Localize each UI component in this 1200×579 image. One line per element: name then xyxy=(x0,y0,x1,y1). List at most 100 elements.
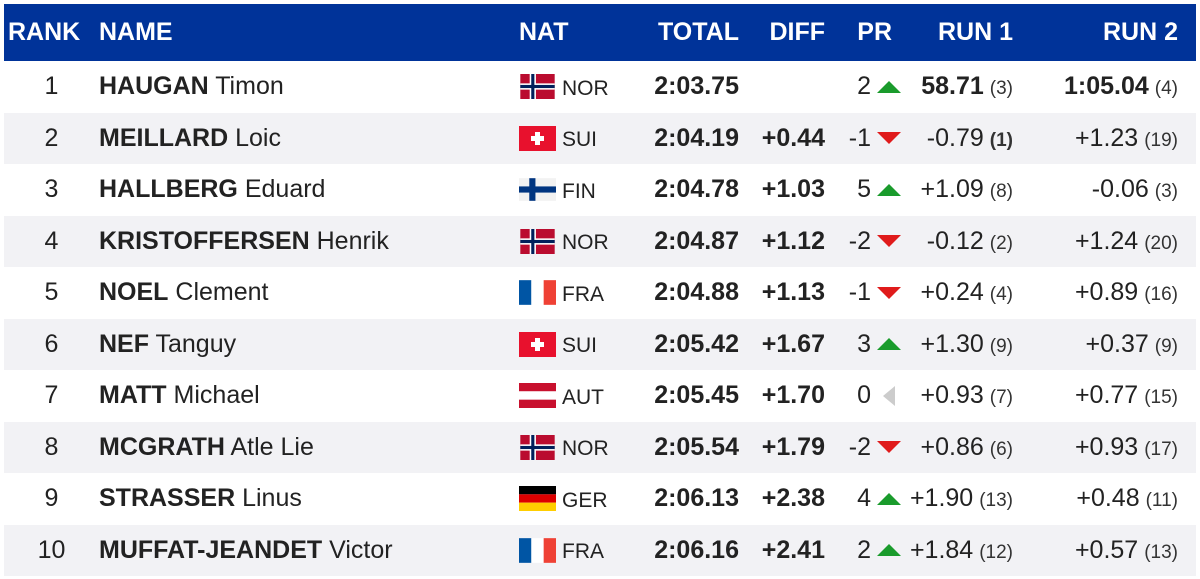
table-row[interactable]: 6 NEF Tanguy SUI 2:05.42 +1.67 3 +1.30 (9) +0.37… xyxy=(4,318,1196,370)
run1-rank: (13) xyxy=(979,490,1013,512)
name-cell[interactable]: NEF Tanguy xyxy=(99,330,519,359)
name-cell[interactable]: NOEL Clement xyxy=(99,278,519,307)
rank-cell: 3 xyxy=(44,175,59,204)
flag-fin-icon xyxy=(519,177,556,202)
nation-code: FIN xyxy=(562,179,596,203)
run1-cell: +0.93 (7) xyxy=(905,381,1017,410)
rank-cell: 8 xyxy=(44,432,59,461)
trend-up-icon xyxy=(877,80,901,93)
table-row[interactable]: 5 NOEL Clement FRA 2:04.88 +1.13 -1 +0.24 (4) +0… xyxy=(4,267,1196,319)
surname: KRISTOFFERSEN xyxy=(99,226,310,255)
header-pr[interactable]: PR xyxy=(857,18,892,46)
table-row[interactable]: 2 MEILLARD Loic SUI 2:04.19 +0.44 -1 -0.79 (1) +… xyxy=(4,112,1196,164)
nation-cell: SUI xyxy=(519,124,631,152)
surname: MEILLARD xyxy=(99,123,229,152)
flag-nor-icon xyxy=(519,74,556,100)
nation-cell: NOR xyxy=(519,433,631,461)
run2-rank: (11) xyxy=(1145,490,1178,512)
total-time: 2:03.75 xyxy=(654,72,739,101)
nation-cell: AUT xyxy=(519,382,631,410)
nation-cell: SUI xyxy=(519,330,631,358)
run1-cell: +1.09 (8) xyxy=(905,175,1017,204)
table-row[interactable]: 10 MUFFAT-JEANDET Victor FRA 2:06.16 +2.41 2 +… xyxy=(4,524,1196,576)
name-cell[interactable]: MCGRATH Atle Lie xyxy=(99,433,519,462)
position-change: 0 xyxy=(857,381,871,410)
run1-rank: (7) xyxy=(989,387,1013,409)
run2-rank: (16) xyxy=(1144,284,1178,306)
run1-rank: (12) xyxy=(979,541,1013,563)
nation-code: SUI xyxy=(562,128,598,152)
run2-rank: (9) xyxy=(1154,335,1178,357)
run2-time: +1.24 xyxy=(1074,226,1139,255)
table-row[interactable]: 7 MATT Michael AUT 2:05.45 +1.70 0 +0.93 (7) +0.… xyxy=(4,370,1196,422)
table-row[interactable]: 3 HALLBERG Eduard FIN 2:04.78 +1.03 5 +1.09 (8)… xyxy=(4,164,1196,216)
name-cell[interactable]: HAUGAN Timon xyxy=(99,72,519,101)
surname: HALLBERG xyxy=(99,175,238,204)
run2-cell: +0.89 (16) xyxy=(1017,278,1192,307)
position-change-cell: 2 xyxy=(825,72,905,101)
run1-time: +1.84 xyxy=(909,535,974,564)
run1-rank: (9) xyxy=(989,335,1013,357)
run2-cell: +0.93 (17) xyxy=(1017,433,1192,462)
nation-code: NOR xyxy=(562,76,609,100)
first-name: Tanguy xyxy=(155,329,237,358)
table-row[interactable]: 9 STRASSER Linus GER 2:06.13 +2.38 4 +1.90 (13)… xyxy=(4,473,1196,525)
trend-down-icon xyxy=(877,235,901,248)
name-cell[interactable]: STRASSER Linus xyxy=(99,484,519,513)
header-name[interactable]: NAME xyxy=(99,18,173,46)
run1-rank: (1) xyxy=(989,129,1013,151)
nation-cell: NOR xyxy=(519,227,631,255)
header-nat[interactable]: NAT xyxy=(519,18,569,46)
position-change: 2 xyxy=(857,535,871,564)
position-change: -1 xyxy=(848,123,871,152)
nation-code: NOR xyxy=(562,437,609,461)
run1-cell: +1.90 (13) xyxy=(905,484,1017,513)
nation-code: FRA xyxy=(562,282,604,306)
name-cell[interactable]: KRISTOFFERSEN Henrik xyxy=(99,227,519,256)
run2-rank: (19) xyxy=(1144,129,1178,151)
header-rank[interactable]: RANK xyxy=(8,18,81,46)
run2-time: +0.48 xyxy=(1076,484,1140,513)
nation-code: FRA xyxy=(562,540,604,564)
run1-rank: (8) xyxy=(989,181,1013,203)
nation-cell: FRA xyxy=(519,536,631,564)
total-time: 2:06.16 xyxy=(654,535,739,564)
run1-time: 58.71 xyxy=(921,72,984,101)
nation-cell: NOR xyxy=(519,73,631,101)
table-row[interactable]: 8 MCGRATH Atle Lie NOR 2:05.54 +1.79 -2 +0.86(… xyxy=(4,421,1196,473)
position-change-cell: 4 xyxy=(825,484,905,513)
run1-cell: +0.86 (6) xyxy=(905,433,1017,462)
run2-cell: +0.37 (9) xyxy=(1017,330,1192,359)
name-cell[interactable]: HALLBERG Eduard xyxy=(99,175,519,204)
surname: MUFFAT-JEANDET xyxy=(99,535,323,564)
time-diff: +0.44 xyxy=(761,123,825,152)
run2-cell: +0.77 (15) xyxy=(1017,381,1192,410)
nation-code: NOR xyxy=(562,231,609,255)
position-change-cell: -1 xyxy=(825,278,905,307)
header-diff[interactable]: DIFF xyxy=(769,18,825,46)
run1-time: +0.86 xyxy=(920,432,984,461)
header-run2[interactable]: RUN 2 xyxy=(1102,18,1178,46)
table-row[interactable]: 1 HAUGAN Timon NOR 2:03.75 2 58.71 (3) 1:05.04(… xyxy=(4,61,1196,113)
rank-cell: 7 xyxy=(44,381,59,410)
first-name: Loic xyxy=(235,123,281,152)
run1-cell: +0.24 (4) xyxy=(905,278,1017,307)
name-cell[interactable]: MEILLARD Loic xyxy=(99,124,519,153)
flag-aut-icon xyxy=(519,383,556,409)
name-cell[interactable]: MUFFAT-JEANDET Victor xyxy=(99,536,519,565)
run2-time: +0.89 xyxy=(1074,278,1139,307)
surname: MATT xyxy=(99,381,167,410)
name-cell[interactable]: MATT Michael xyxy=(99,381,519,410)
total-time: 2:04.19 xyxy=(654,123,739,152)
run1-time: +1.30 xyxy=(920,329,984,358)
trend-up-icon xyxy=(877,338,901,351)
header-total[interactable]: TOTAL xyxy=(657,18,739,46)
rank-cell: 1 xyxy=(44,72,59,101)
first-name: Eduard xyxy=(244,175,326,204)
run2-rank: (20) xyxy=(1144,232,1178,254)
total-time: 2:04.88 xyxy=(654,278,739,307)
header-run1[interactable]: RUN 1 xyxy=(937,18,1013,46)
trend-up-icon xyxy=(877,492,901,505)
table-row[interactable]: 4 KRISTOFFERSEN Henrik NOR 2:04.87 +1.12 -2 -0… xyxy=(4,215,1196,267)
run1-rank: (3) xyxy=(989,78,1013,100)
